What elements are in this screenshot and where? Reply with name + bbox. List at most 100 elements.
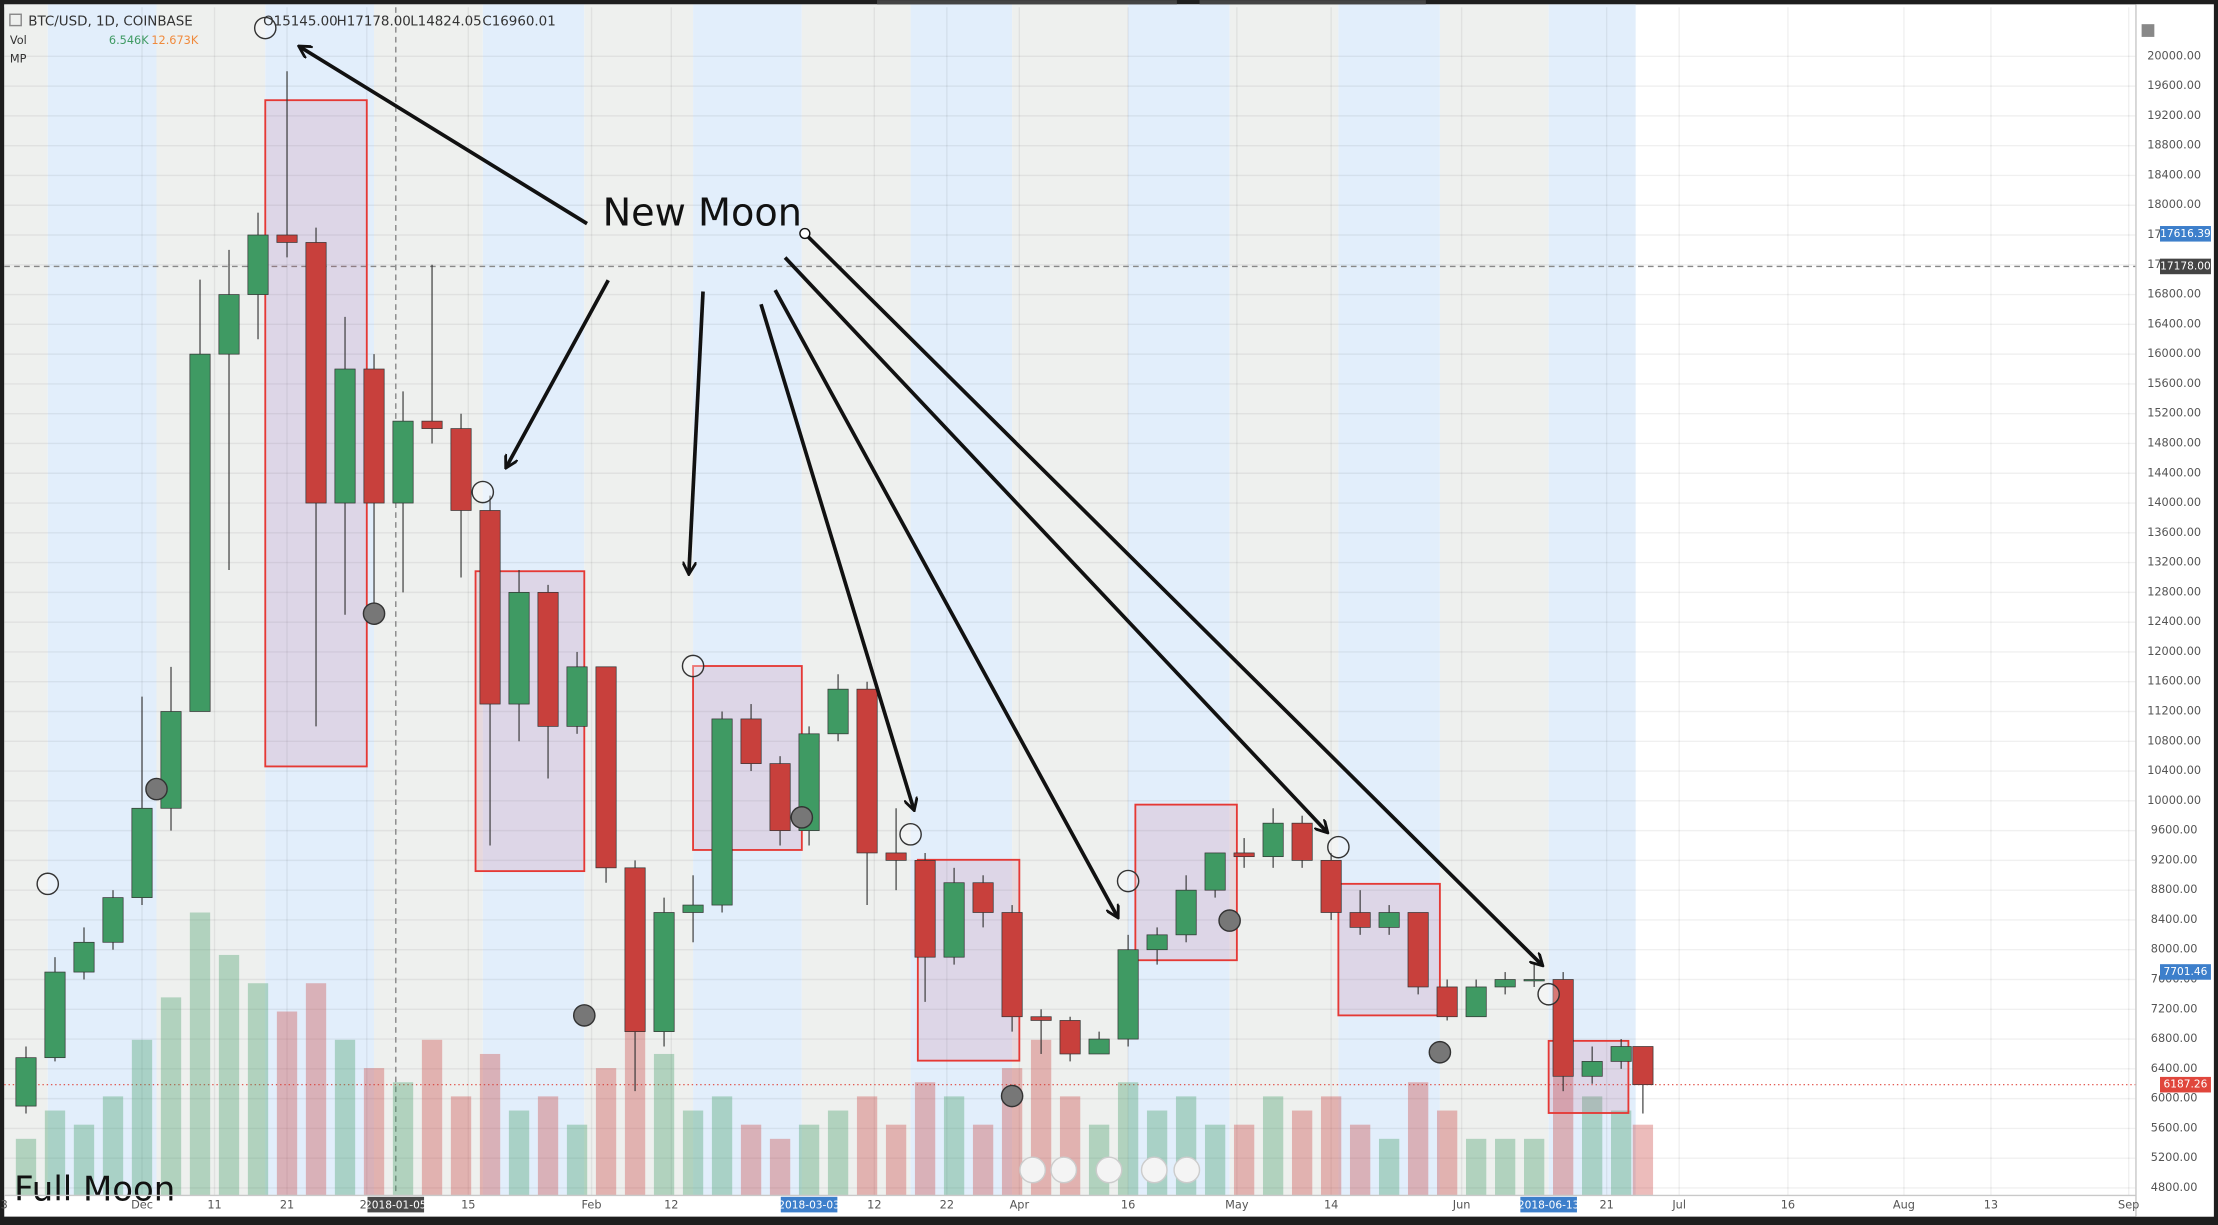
new-moon-marker <box>1116 869 1140 893</box>
volume-bar <box>1494 1138 1516 1196</box>
volume-bar <box>102 1096 124 1196</box>
volume-bar <box>711 1096 733 1196</box>
phase-band <box>1128 4 1230 1196</box>
phase-band <box>1439 4 1549 1196</box>
volume-bar <box>1523 1138 1545 1196</box>
tab[interactable] <box>877 0 1177 5</box>
price-axis <box>2135 4 2214 1217</box>
settings-icon[interactable] <box>2141 24 2155 37</box>
tab[interactable] <box>1199 0 1426 5</box>
y-tick-label: 11200.00 <box>2147 704 2201 717</box>
candle-body <box>131 807 153 898</box>
volume-bar <box>1262 1096 1284 1196</box>
y-tick-label: 15200.00 <box>2147 407 2201 420</box>
volume-bar <box>1030 1039 1052 1196</box>
candle-body <box>1175 889 1197 936</box>
new-moon-marker <box>899 823 922 846</box>
date-marker-label: 2018-01-05 <box>365 1199 427 1211</box>
candle-body <box>305 242 327 504</box>
y-tick-label: 16800.00 <box>2147 288 2201 301</box>
candle-body <box>1117 949 1139 1040</box>
x-tick-label: Apr <box>1010 1198 1030 1211</box>
candle-body <box>1291 822 1313 861</box>
date-marker-label: 2018-06-13 <box>1518 1199 1580 1211</box>
candle-body <box>827 688 849 735</box>
volume-bar <box>566 1124 588 1196</box>
x-tick-label: 22 <box>940 1198 954 1211</box>
phase-band <box>4 4 48 1196</box>
new-moon-marker <box>1537 982 1560 1006</box>
price-marker <box>2160 226 2211 242</box>
candle-body <box>1494 979 1516 988</box>
price-marker <box>2160 258 2211 275</box>
candle-body <box>1349 912 1371 928</box>
candle-body <box>1146 934 1168 951</box>
y-tick-label: 10800.00 <box>2147 734 2201 747</box>
new-moon-label: New Moon <box>603 192 802 236</box>
y-tick-label: 6400.00 <box>2151 1062 2198 1075</box>
candle-body <box>218 294 240 355</box>
y-tick-label: 14000.00 <box>2147 496 2201 509</box>
y-tick-label: 8800.00 <box>2151 883 2198 896</box>
candle-body <box>15 1057 37 1107</box>
arrow <box>803 232 1542 965</box>
y-tick-label: 19600.00 <box>2147 79 2201 92</box>
phase-band <box>801 4 911 1196</box>
volume-bar <box>334 1039 356 1196</box>
volume-bar <box>1436 1110 1458 1196</box>
date-marker <box>780 1196 838 1213</box>
new-moon-marker <box>1327 835 1350 859</box>
scroll-right-button[interactable] <box>1173 1156 1201 1184</box>
x-tick-label: 15 <box>461 1198 475 1211</box>
volume-bar <box>247 983 269 1196</box>
x-tick-label: 16 <box>1121 1198 1135 1211</box>
volume-bar <box>537 1096 559 1196</box>
volume-bar <box>1552 1039 1574 1196</box>
volume-bar <box>885 1124 907 1196</box>
candle-body <box>885 852 907 861</box>
full-moon-marker <box>1000 1084 1024 1108</box>
x-tick-label: Aug <box>1893 1198 1915 1211</box>
x-tick-label: May <box>1225 1198 1249 1211</box>
candle-body <box>711 718 733 906</box>
volume-bar <box>508 1110 530 1196</box>
x-tick-label: 21 <box>280 1198 294 1211</box>
volume-bar <box>972 1124 994 1196</box>
phase-band <box>265 4 375 1196</box>
candle-body <box>421 420 443 429</box>
reset-button[interactable] <box>1095 1156 1123 1184</box>
y-tick-label: 18400.00 <box>2147 168 2201 181</box>
volume-bar <box>44 1110 66 1196</box>
volume-bar <box>1407 1082 1429 1196</box>
zoom-in-button[interactable] <box>1050 1156 1078 1184</box>
x-tick-label: Dec <box>131 1198 153 1211</box>
full-moon-label: Full Moon <box>14 1170 175 1210</box>
arrow <box>759 303 914 809</box>
volume-bar <box>798 1124 820 1196</box>
y-tick-label: 9200.00 <box>2151 853 2198 866</box>
volume-bar <box>218 954 240 1196</box>
candle-body <box>595 666 617 869</box>
scroll-left-button[interactable] <box>1140 1156 1168 1184</box>
new-moon-marker <box>471 480 495 504</box>
new-moon-marker <box>36 872 60 896</box>
phase-band <box>156 4 266 1196</box>
x-tick-label: 12 <box>664 1198 678 1211</box>
candle-body <box>1407 912 1429 988</box>
y-tick-label: 14400.00 <box>2147 466 2201 479</box>
price-marker-label: 6187.26 <box>2164 1079 2208 1091</box>
y-tick-label: 5600.00 <box>2151 1121 2198 1134</box>
collapse-icon[interactable] <box>9 13 22 27</box>
candle-body <box>102 897 124 943</box>
full-moon-marker <box>572 1004 596 1027</box>
zoom-out-button[interactable] <box>1019 1156 1047 1184</box>
candle-body <box>334 368 356 504</box>
full-moon-marker <box>1428 1040 1452 1064</box>
candle-body <box>943 882 965 958</box>
volume-bar <box>1582 1096 1603 1196</box>
y-tick-label: 14800.00 <box>2147 436 2201 449</box>
phase-band <box>910 4 1013 1196</box>
candle-body <box>508 592 530 705</box>
y-tick-label: 4800.00 <box>2151 1181 2198 1194</box>
